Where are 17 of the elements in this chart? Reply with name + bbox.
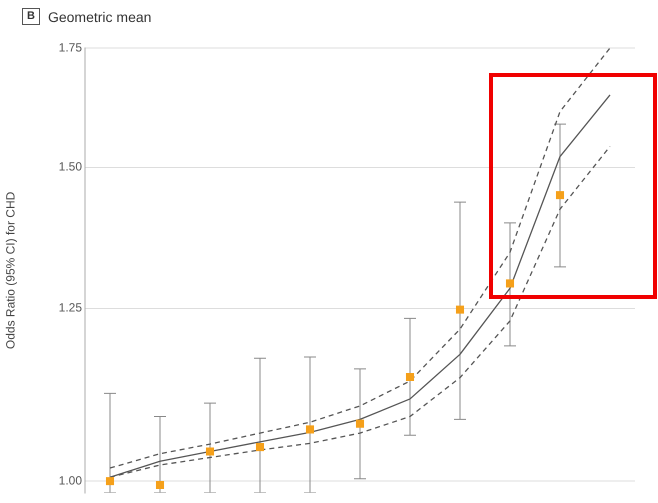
y-tick-label: 1.25 [58, 300, 82, 315]
y-tick-label: 1.00 [58, 473, 82, 488]
point [556, 191, 564, 200]
point [306, 425, 314, 434]
y-axis-title: Odds Ratio (95% CI) for CHD [4, 191, 18, 350]
y-tick-label: 1.50 [58, 160, 82, 174]
point [356, 420, 364, 428]
point [506, 279, 514, 288]
chart-title: Geometric mean [48, 8, 152, 24]
point [456, 306, 464, 314]
y-tick-label: 1.75 [58, 40, 82, 54]
text: B [22, 8, 40, 25]
point [256, 443, 264, 452]
point [206, 447, 214, 456]
point [156, 480, 164, 490]
point [406, 372, 414, 382]
point [106, 477, 114, 486]
